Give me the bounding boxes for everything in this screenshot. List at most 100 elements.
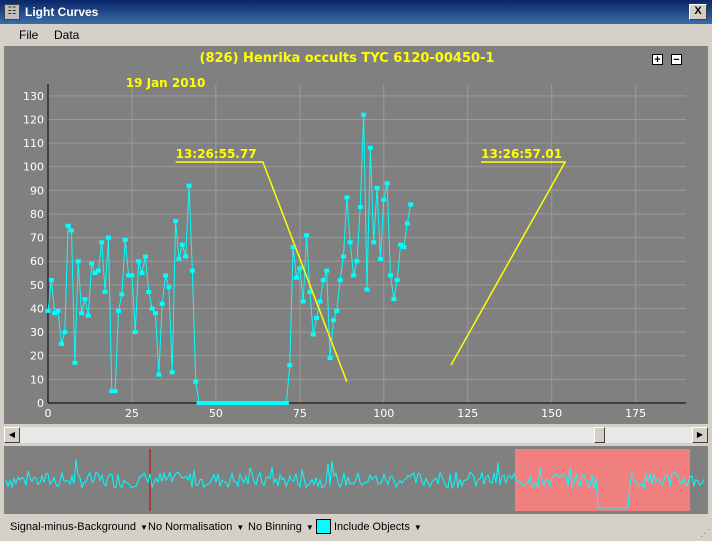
- overview-panel[interactable]: [4, 446, 708, 514]
- data-point: [354, 259, 360, 264]
- data-point: [317, 299, 323, 304]
- chevron-down-icon: ▼: [236, 523, 245, 532]
- event-model-line: [175, 161, 348, 383]
- overview-selection-window: [515, 449, 690, 511]
- event-time-label: 13:26:57.01: [481, 147, 562, 161]
- data-point: [273, 401, 279, 405]
- zoom-out-button[interactable]: −: [671, 54, 682, 66]
- data-point: [189, 268, 195, 273]
- data-point: [136, 259, 142, 264]
- data-point: [310, 332, 316, 337]
- data-point: [280, 401, 286, 405]
- scroll-left-button[interactable]: ◀: [4, 427, 20, 443]
- binning-dropdown-label: No Binning: [248, 521, 302, 533]
- y-tick-label: 10: [30, 373, 44, 386]
- light-curve-chart: 0 10 20 30 40 50 60 70 80 90 100 110 120 130 0 25 50 75 10…: [23, 51, 686, 420]
- data-point: [45, 308, 51, 313]
- data-point: [287, 363, 293, 368]
- data-point: [179, 242, 185, 247]
- resize-grip-icon[interactable]: ⋰: [700, 528, 710, 539]
- x-tick-label: 125: [457, 407, 478, 420]
- data-point: [183, 254, 189, 259]
- data-point: [48, 278, 54, 283]
- data-point: [230, 401, 236, 405]
- data-point: [364, 287, 370, 292]
- data-point: [75, 259, 81, 264]
- chevron-down-icon: ▼: [139, 523, 148, 532]
- y-tick-label: 30: [30, 326, 44, 339]
- data-point: [102, 289, 108, 294]
- data-point: [196, 401, 202, 405]
- data-point: [126, 273, 132, 278]
- data-point: [290, 245, 296, 250]
- data-point: [270, 401, 276, 405]
- include-objects-dropdown[interactable]: Include Objects ▼: [334, 521, 422, 533]
- menu-file[interactable]: File: [19, 28, 39, 42]
- y-tick-label: 70: [30, 232, 44, 245]
- data-point: [210, 401, 216, 405]
- data-point: [357, 204, 363, 209]
- data-point: [361, 112, 367, 117]
- data-point: [186, 183, 192, 188]
- close-button[interactable]: X: [689, 4, 707, 20]
- scroll-right-button[interactable]: ▶: [692, 427, 708, 443]
- x-tick-label: 175: [625, 407, 646, 420]
- data-point: [173, 219, 179, 224]
- data-point: [344, 195, 350, 200]
- data-point: [233, 401, 239, 405]
- data-point: [159, 301, 165, 306]
- data-point: [79, 311, 85, 316]
- data-point: [374, 185, 380, 190]
- data-point: [149, 306, 155, 311]
- data-point: [243, 401, 249, 405]
- data-point: [166, 285, 172, 290]
- data-point: [260, 401, 266, 405]
- objects-color-swatch[interactable]: [316, 519, 331, 534]
- normalisation-dropdown-label: No Normalisation: [148, 521, 233, 533]
- horizontal-scrollbar[interactable]: ◀ ▶: [4, 427, 708, 443]
- data-point: [367, 145, 373, 150]
- data-point: [236, 401, 242, 405]
- y-tick-label: 120: [23, 113, 44, 126]
- data-point: [320, 278, 326, 283]
- data-point: [300, 299, 306, 304]
- data-point: [109, 389, 115, 394]
- title-bar[interactable]: ☷ Light Curves X: [0, 0, 712, 24]
- data-point: [152, 311, 158, 316]
- data-point: [384, 181, 390, 186]
- data-point: [65, 223, 71, 228]
- event-model-line: [450, 161, 567, 366]
- scroll-thumb[interactable]: [594, 427, 605, 443]
- chevron-down-icon: ▼: [413, 523, 422, 532]
- data-point: [381, 197, 387, 202]
- data-point: [69, 228, 75, 233]
- data-point: [297, 266, 303, 271]
- data-point: [388, 273, 394, 278]
- light-curve-plot[interactable]: 0 10 20 30 40 50 60 70 80 90 100 110 120 130 0 25 50 75 10…: [4, 46, 708, 424]
- data-point: [304, 233, 310, 238]
- data-point: [246, 401, 252, 405]
- normalisation-dropdown[interactable]: No Normalisation ▼: [148, 521, 244, 533]
- data-point: [85, 313, 91, 318]
- y-tick-label: 60: [30, 255, 44, 268]
- menu-data[interactable]: Data: [54, 28, 80, 42]
- data-point: [95, 268, 101, 273]
- chart-title: (826) Henrika occults TYC 6120-00450-1: [200, 51, 495, 66]
- zoom-in-button[interactable]: +: [652, 54, 663, 66]
- binning-dropdown[interactable]: No Binning ▼: [248, 521, 314, 533]
- data-point: [203, 401, 209, 405]
- chart-subtitle: 19 Jan 2010: [126, 76, 206, 90]
- data-point: [116, 308, 122, 313]
- y-tick-label: 90: [30, 184, 44, 197]
- event-time-label: 13:26:55.77: [176, 147, 257, 161]
- signal-dropdown[interactable]: Signal-minus-Background ▼: [10, 521, 148, 533]
- x-tick-label: 25: [125, 407, 139, 420]
- x-tick-label: 0: [45, 407, 52, 420]
- data-point: [146, 289, 152, 294]
- data-point: [337, 278, 343, 283]
- data-point: [371, 240, 377, 245]
- data-point: [398, 242, 404, 247]
- y-tick-label: 0: [37, 397, 44, 410]
- data-point: [307, 289, 313, 294]
- data-point: [99, 240, 105, 245]
